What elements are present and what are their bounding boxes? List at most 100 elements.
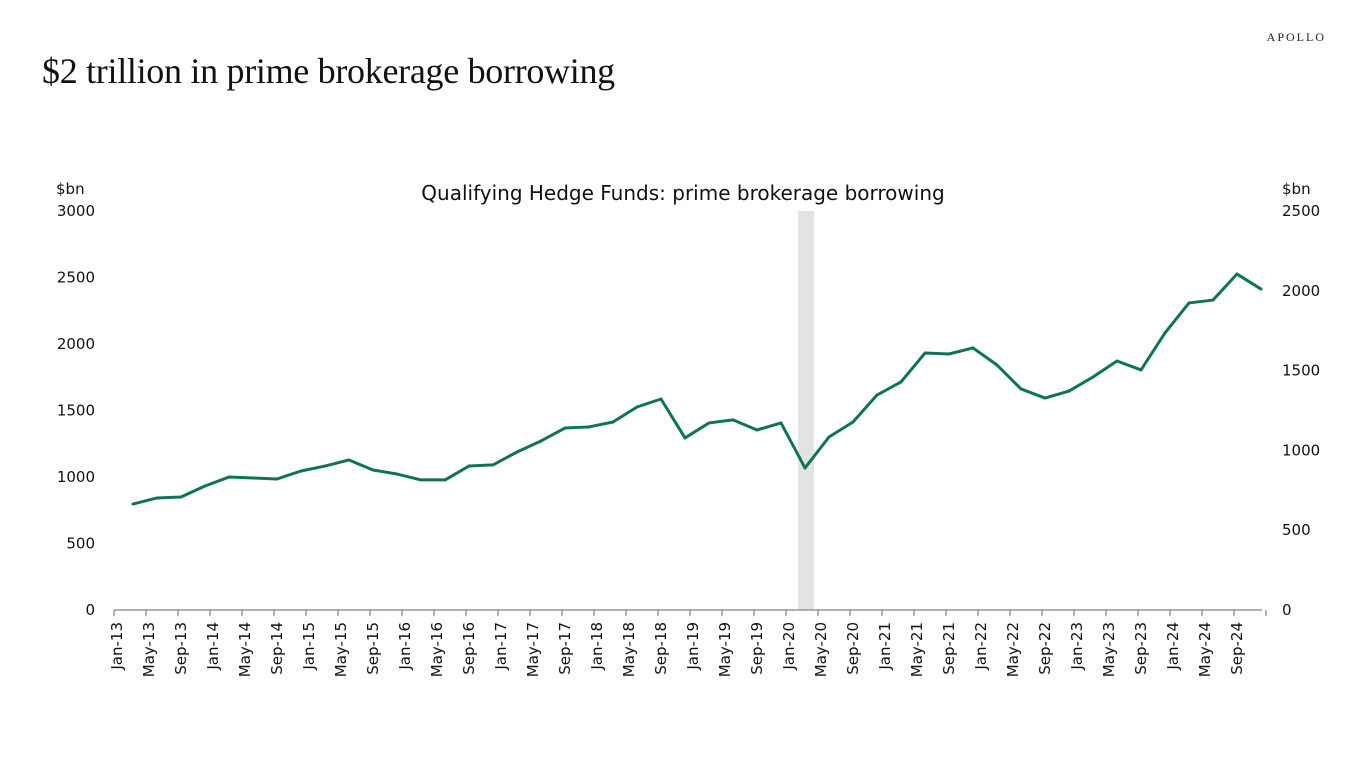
data-point [611,420,615,424]
data-point [563,426,567,430]
x-tick-label: Jan-23 [1068,622,1086,671]
left-axis-unit: $bn [56,180,85,198]
x-tick-label: Jan-21 [876,622,894,671]
data-point [707,421,711,425]
left-y-tick-label: 1000 [57,468,95,486]
x-tick-label: May-23 [1100,622,1118,677]
x-tick-label: Sep-20 [844,622,862,675]
data-point [1211,298,1215,302]
page-title: $2 trillion in prime brokerage borrowing [42,51,615,91]
data-point [635,405,639,409]
left-y-tick-label: 0 [85,601,95,619]
x-tick-label: Sep-23 [1132,622,1150,675]
x-tick-label: Jan-15 [300,622,318,671]
x-tick-label: May-24 [1196,622,1214,677]
left-y-tick-label: 500 [66,535,95,553]
x-tick-label: Sep-15 [364,622,382,675]
x-tick-label: May-14 [236,622,254,677]
x-tick-label: Jan-20 [780,622,798,671]
data-point [875,393,879,397]
data-point [443,478,447,482]
x-tick-label: Jan-19 [684,622,702,671]
data-point [467,464,471,468]
data-point [971,346,975,350]
x-tick-label: May-22 [1004,622,1022,677]
data-point [203,484,207,488]
data-point [755,428,759,432]
data-point [803,466,807,470]
right-axis-unit: $bn [1282,180,1311,198]
data-point [1043,396,1047,400]
x-tick-label: May-20 [812,622,830,677]
data-point [1259,287,1263,291]
data-point [251,476,255,480]
x-tick-label: Jan-16 [396,622,414,671]
chart-title: Qualifying Hedge Funds: prime brokerage … [421,181,944,205]
x-tick-label: May-15 [332,622,350,677]
x-tick-label: Jan-24 [1164,622,1182,671]
data-point [587,425,591,429]
data-point [131,502,135,506]
x-tick-label: Sep-13 [172,622,190,675]
right-y-tick-label: 1000 [1282,441,1320,459]
data-point [995,363,999,367]
x-tick-label: May-17 [524,622,542,677]
x-tick-label: Jan-13 [108,622,126,671]
right-y-tick-label: 2500 [1282,202,1320,220]
data-point [827,435,831,439]
left-y-tick-label: 2500 [57,269,95,287]
right-y-tick-label: 500 [1282,521,1311,539]
data-point [515,450,519,454]
x-tick-label: Sep-14 [268,622,286,675]
x-tick-label: Jan-18 [588,622,606,671]
x-tick-label: Jan-14 [204,622,222,671]
right-y-tick-label: 2000 [1282,282,1320,300]
data-point [155,496,159,500]
left-y-tick-label: 1500 [57,402,95,420]
x-tick-label: Sep-24 [1228,622,1246,675]
x-tick-label: May-21 [908,622,926,677]
data-point [851,420,855,424]
right-y-tick-label: 1500 [1282,362,1320,380]
x-tick-label: Sep-17 [556,622,574,675]
data-point [1163,331,1167,335]
data-point [1139,368,1143,372]
data-point [1187,301,1191,305]
x-tick-label: May-16 [428,622,446,677]
data-point [731,418,735,422]
apollo-logo: APOLLO [1266,30,1326,44]
data-point [179,495,183,499]
data-point [923,351,927,355]
data-point [227,475,231,479]
left-y-tick-label: 3000 [57,202,95,220]
x-tick-label: Jan-22 [972,622,990,671]
right-y-tick-label: 0 [1282,601,1292,619]
data-point [371,468,375,472]
x-tick-label: Sep-18 [652,622,670,675]
data-point [1235,272,1239,276]
data-point [323,464,327,468]
data-point [347,458,351,462]
data-point [1115,359,1119,363]
data-point [275,477,279,481]
series-line [132,272,1262,506]
data-point [419,478,423,482]
data-point [1091,375,1095,379]
data-point [947,352,951,356]
data-point [683,436,687,440]
data-point [491,463,495,467]
left-y-tick-label: 2000 [57,335,95,353]
data-point [1019,387,1023,391]
data-point [395,472,399,476]
x-tick-label: Sep-22 [1036,622,1054,675]
data-point [779,421,783,425]
x-tick-label: May-19 [716,622,734,677]
x-tick-label: Sep-21 [940,622,958,675]
data-point [299,469,303,473]
recession-shading [798,211,814,610]
data-point [1067,389,1071,393]
x-tick-label: Sep-16 [460,622,478,675]
x-tick-label: May-18 [620,622,638,677]
data-point [659,397,663,401]
